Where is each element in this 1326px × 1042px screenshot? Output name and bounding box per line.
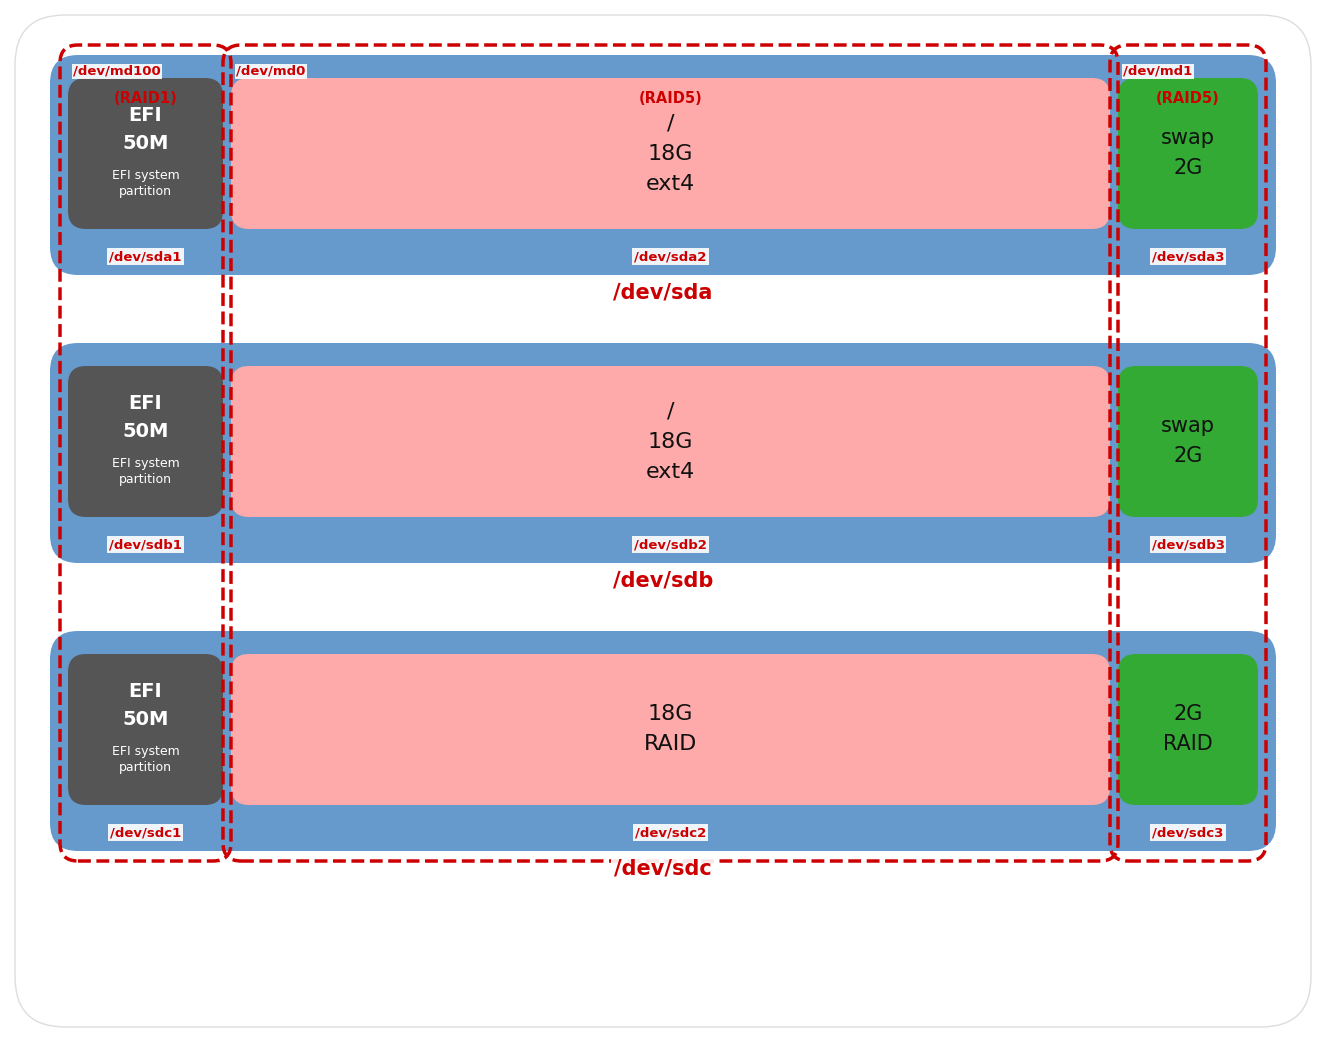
FancyBboxPatch shape (68, 366, 223, 517)
Text: /dev/sdc1: /dev/sdc1 (110, 826, 182, 839)
Text: /: / (667, 114, 674, 133)
Text: /dev/md0: /dev/md0 (236, 65, 305, 78)
FancyBboxPatch shape (15, 15, 1311, 1027)
Text: /dev/sdc2: /dev/sdc2 (635, 826, 707, 839)
Text: RAID: RAID (644, 735, 697, 754)
Text: 50M: 50M (122, 422, 168, 441)
Text: /dev/sda1: /dev/sda1 (109, 250, 182, 263)
Text: ext4: ext4 (646, 174, 695, 194)
FancyBboxPatch shape (231, 654, 1110, 805)
Text: swap: swap (1162, 417, 1215, 437)
FancyBboxPatch shape (50, 343, 1276, 563)
Text: /: / (667, 401, 674, 422)
FancyBboxPatch shape (1118, 366, 1258, 517)
FancyBboxPatch shape (68, 654, 223, 805)
Text: 2G: 2G (1174, 447, 1203, 467)
Text: 18G: 18G (647, 431, 693, 451)
Text: partition: partition (119, 185, 172, 198)
Text: /dev/sdb3: /dev/sdb3 (1151, 538, 1224, 551)
Text: EFI system: EFI system (111, 457, 179, 470)
Text: /dev/sda3: /dev/sda3 (1152, 250, 1224, 263)
Text: swap: swap (1162, 128, 1215, 149)
Text: /dev/md100: /dev/md100 (73, 65, 160, 78)
Text: EFI system: EFI system (111, 745, 179, 758)
FancyBboxPatch shape (50, 55, 1276, 275)
Text: 50M: 50M (122, 134, 168, 153)
Text: 2G: 2G (1174, 704, 1203, 724)
Text: EFI: EFI (129, 683, 162, 701)
FancyBboxPatch shape (231, 78, 1110, 229)
Text: EFI: EFI (129, 106, 162, 125)
Text: ext4: ext4 (646, 462, 695, 481)
Text: /dev/sdc3: /dev/sdc3 (1152, 826, 1224, 839)
Text: /dev/sdc: /dev/sdc (614, 859, 712, 879)
Text: /dev/sdb: /dev/sdb (613, 571, 713, 591)
Text: /dev/sdb1: /dev/sdb1 (109, 538, 182, 551)
FancyBboxPatch shape (68, 78, 223, 229)
Text: (RAID5): (RAID5) (1156, 91, 1220, 106)
Text: (RAID1): (RAID1) (114, 91, 178, 106)
Text: partition: partition (119, 761, 172, 774)
Text: 50M: 50M (122, 710, 168, 729)
Text: /dev/sda: /dev/sda (614, 283, 712, 303)
Text: 18G: 18G (647, 704, 693, 724)
Text: EFI: EFI (129, 394, 162, 413)
Text: EFI system: EFI system (111, 169, 179, 182)
Text: /dev/md1: /dev/md1 (1123, 65, 1192, 78)
Text: /dev/sdb2: /dev/sdb2 (634, 538, 707, 551)
Text: /dev/sda2: /dev/sda2 (634, 250, 707, 263)
FancyBboxPatch shape (1118, 78, 1258, 229)
Text: partition: partition (119, 473, 172, 486)
Text: 2G: 2G (1174, 158, 1203, 178)
Text: 18G: 18G (647, 144, 693, 164)
Text: (RAID5): (RAID5) (639, 91, 703, 106)
FancyBboxPatch shape (231, 366, 1110, 517)
FancyBboxPatch shape (50, 631, 1276, 851)
Text: RAID: RAID (1163, 735, 1213, 754)
FancyBboxPatch shape (1118, 654, 1258, 805)
